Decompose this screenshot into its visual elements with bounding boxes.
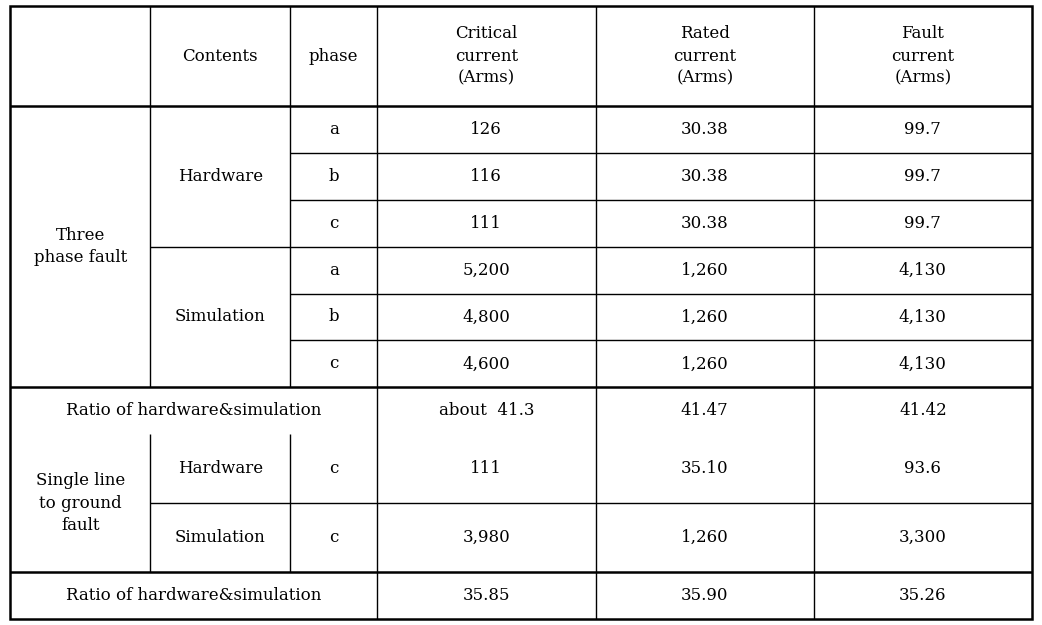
Text: 1,260: 1,260 [680, 262, 728, 279]
Text: phase: phase [308, 48, 358, 64]
Text: 4,600: 4,600 [463, 356, 511, 372]
Text: 1,260: 1,260 [680, 529, 728, 546]
Text: c: c [329, 460, 339, 477]
Text: Single line
to ground
fault: Single line to ground fault [35, 472, 125, 534]
Text: 93.6: 93.6 [904, 460, 941, 477]
Text: Contents: Contents [182, 48, 258, 64]
Text: 30.38: 30.38 [680, 121, 728, 138]
Text: 111: 111 [470, 460, 502, 477]
Text: 3,300: 3,300 [899, 529, 947, 546]
Text: 99.7: 99.7 [904, 214, 941, 232]
Text: about  41.3: about 41.3 [439, 402, 535, 419]
Text: Critical
current
(Arms): Critical current (Arms) [454, 26, 518, 87]
Text: 99.7: 99.7 [904, 168, 941, 185]
Text: Ratio of hardware&simulation: Ratio of hardware&simulation [66, 402, 321, 419]
Text: a: a [328, 262, 339, 279]
Text: 41.47: 41.47 [680, 402, 728, 419]
Text: 1,260: 1,260 [680, 356, 728, 372]
Text: 4,130: 4,130 [899, 309, 947, 326]
Text: 4,800: 4,800 [463, 309, 511, 326]
Text: b: b [328, 309, 339, 326]
Text: a: a [328, 121, 339, 138]
Text: 30.38: 30.38 [680, 168, 728, 185]
Text: 35.85: 35.85 [463, 587, 510, 604]
Text: c: c [329, 214, 339, 232]
Text: Simulation: Simulation [175, 309, 266, 326]
Text: Simulation: Simulation [175, 529, 266, 546]
Text: 41.42: 41.42 [899, 402, 947, 419]
Text: c: c [329, 356, 339, 372]
Text: 35.90: 35.90 [681, 587, 728, 604]
Text: 126: 126 [470, 121, 502, 138]
Text: 5,200: 5,200 [463, 262, 511, 279]
Text: 1,260: 1,260 [680, 309, 728, 326]
Text: 4,130: 4,130 [899, 356, 947, 372]
Text: 99.7: 99.7 [904, 121, 941, 138]
Text: Fault
current
(Arms): Fault current (Arms) [891, 26, 954, 87]
Text: 3,980: 3,980 [463, 529, 511, 546]
Text: 116: 116 [470, 168, 502, 185]
Text: Rated
current
(Arms): Rated current (Arms) [673, 26, 737, 87]
Text: Hardware: Hardware [178, 168, 263, 185]
Text: Three
phase fault: Three phase fault [33, 227, 127, 266]
Text: c: c [329, 529, 339, 546]
Text: 111: 111 [470, 214, 502, 232]
Text: b: b [328, 168, 339, 185]
Text: Ratio of hardware&simulation: Ratio of hardware&simulation [66, 587, 321, 604]
Text: 30.38: 30.38 [680, 214, 728, 232]
Text: Hardware: Hardware [178, 460, 263, 477]
Text: 35.10: 35.10 [681, 460, 728, 477]
Text: 4,130: 4,130 [899, 262, 947, 279]
Text: 35.26: 35.26 [899, 587, 946, 604]
